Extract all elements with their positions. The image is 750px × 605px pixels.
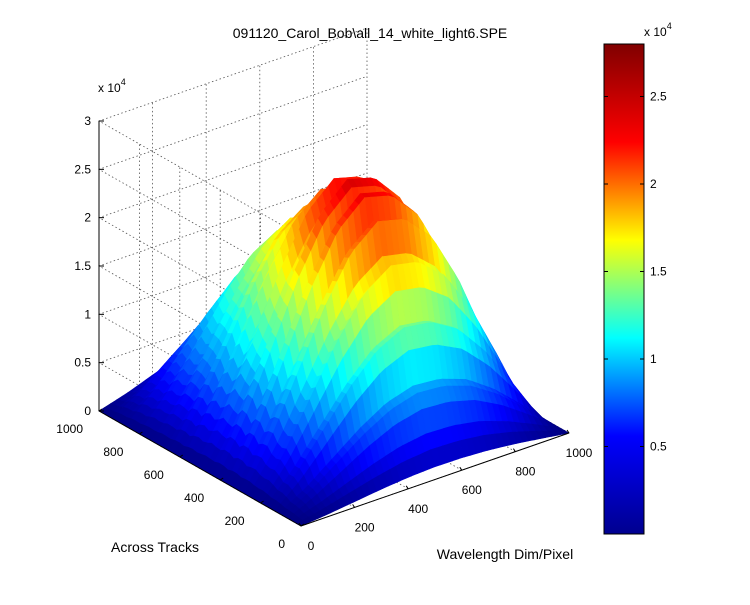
colorbar-ticks: 0.5 1 1.5 2 2.5 bbox=[604, 90, 667, 454]
x-tick-mark bbox=[512, 448, 516, 452]
x-tick-label: 400 bbox=[408, 502, 428, 516]
colorbar-multiplier: x 104 bbox=[644, 21, 672, 39]
y-tick-label: 1000 bbox=[56, 422, 83, 436]
y-tick-label: 0 bbox=[278, 537, 285, 551]
z-tick-label: 0 bbox=[84, 404, 91, 418]
z-axis-ticks: 0 0.5 1 1.5 2 2.5 3 bbox=[74, 114, 104, 418]
y-tick-label: 400 bbox=[184, 491, 204, 505]
colorbar-tick-label: 2 bbox=[650, 177, 657, 191]
y-tick-mark bbox=[139, 431, 143, 435]
x-tick-label: 0 bbox=[308, 539, 315, 553]
x-tick-label: 1000 bbox=[566, 446, 593, 460]
y-axis-ticks: 0 200 400 600 800 1000 bbox=[56, 408, 305, 551]
x-tick-mark bbox=[298, 522, 302, 527]
surface-plot bbox=[98, 176, 570, 527]
x-tick-mark bbox=[459, 466, 463, 471]
z-tick-label: 1 bbox=[84, 307, 91, 321]
colorbar-tick-label: 1.5 bbox=[650, 265, 667, 279]
x-tick-mark bbox=[405, 485, 409, 490]
x-tick-label: 200 bbox=[355, 520, 375, 534]
z-axis-multiplier: x 104 bbox=[98, 77, 126, 95]
colorbar-tick-label: 0.5 bbox=[650, 440, 667, 454]
z-tick-label: 3 bbox=[84, 114, 91, 128]
y-tick-mark bbox=[300, 523, 305, 527]
x-axis-line bbox=[300, 432, 570, 527]
x-tick-label: 600 bbox=[462, 483, 482, 497]
colorbar-tick-label: 1 bbox=[650, 352, 657, 366]
y-axis-line bbox=[98, 410, 302, 527]
y-tick-label: 800 bbox=[103, 445, 123, 459]
x-tick-mark bbox=[566, 429, 570, 434]
z-tick-label: 2.5 bbox=[74, 162, 91, 176]
z-tick-label: 1.5 bbox=[74, 259, 91, 273]
y-tick-mark bbox=[260, 500, 264, 504]
x-axis-ticks: 0 200 400 600 800 1000 bbox=[298, 429, 593, 553]
x-tick-mark bbox=[352, 504, 356, 508]
y-tick-label: 200 bbox=[225, 514, 245, 528]
z-tick-label: 2 bbox=[84, 211, 91, 225]
y-tick-mark bbox=[219, 477, 224, 481]
x-axis-label: Wavelength Dim/Pixel bbox=[437, 546, 573, 562]
colorbar: 0.5 1 1.5 2 2.5 x 104 bbox=[603, 21, 672, 535]
colorbar-gradient bbox=[603, 43, 645, 535]
colorbar-tick-label: 2.5 bbox=[650, 90, 667, 104]
y-axis-label: Across Tracks bbox=[111, 539, 199, 555]
y-tick-label: 600 bbox=[144, 468, 164, 482]
x-tick-label: 800 bbox=[515, 465, 535, 479]
y-tick-mark bbox=[179, 454, 184, 458]
chart-title: 091120_Carol_Bob\all_14_white_light6.SPE bbox=[233, 25, 508, 41]
y-tick-mark bbox=[98, 408, 103, 412]
z-tick-label: 0.5 bbox=[74, 356, 91, 370]
